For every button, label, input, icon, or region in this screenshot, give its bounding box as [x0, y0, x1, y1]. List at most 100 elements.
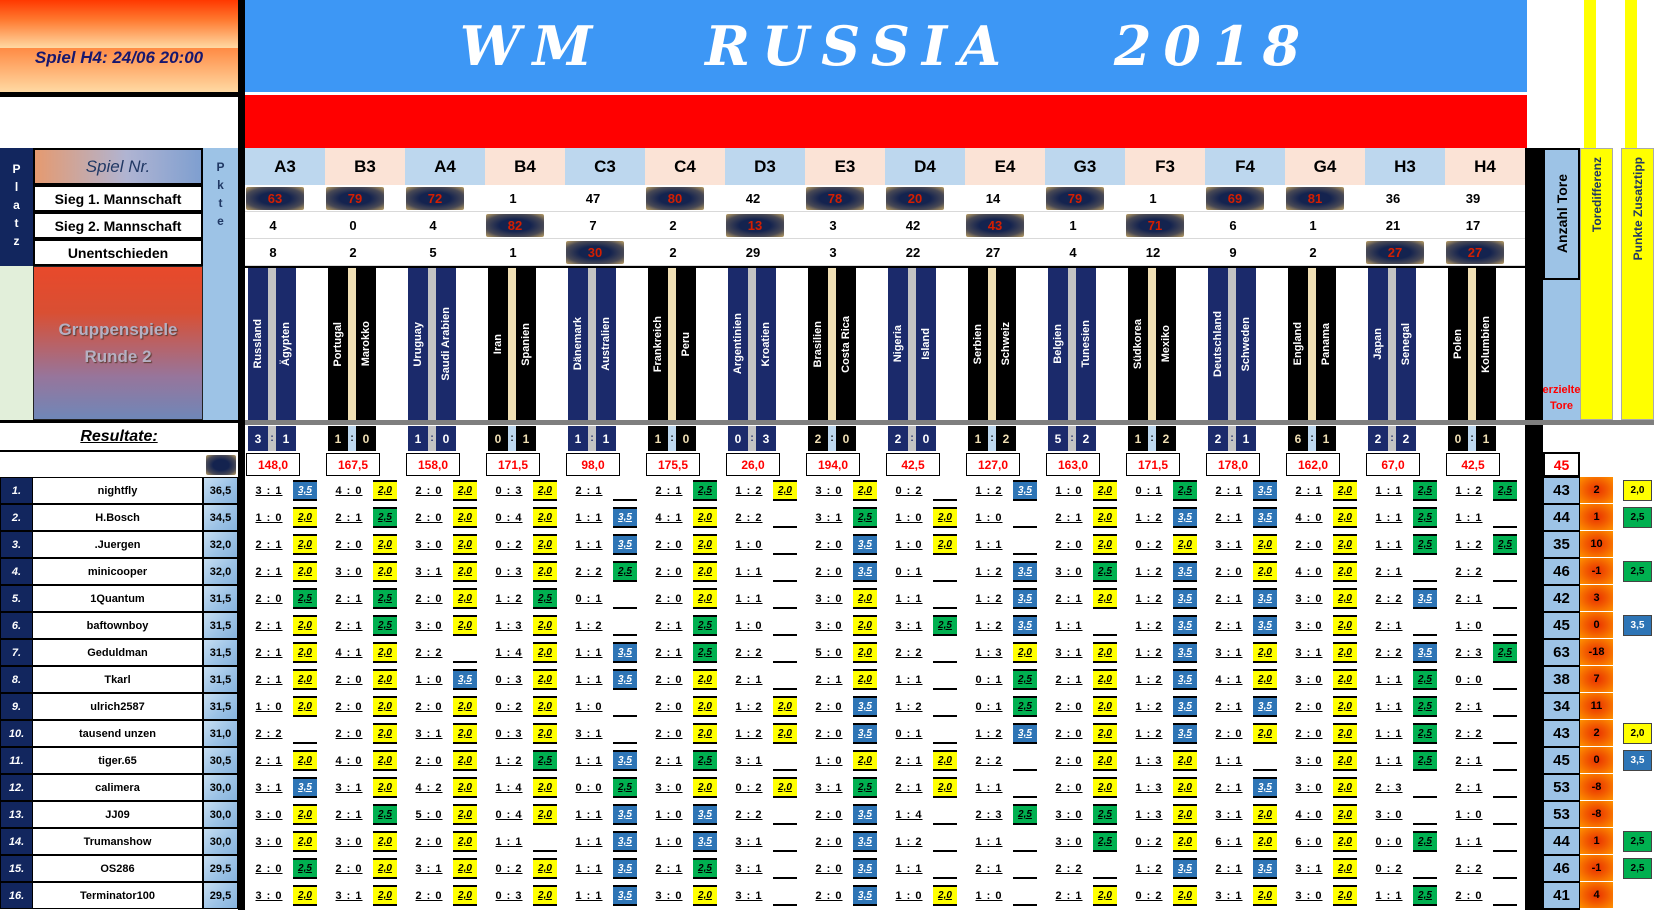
pick-score[interactable]: 1 : 0 [975, 889, 1003, 902]
pick-score[interactable]: 1 : 1 [1455, 835, 1483, 848]
pick-score[interactable]: 1 : 1 [895, 862, 923, 875]
pick-score[interactable]: 2 : 0 [655, 700, 683, 713]
pick-score[interactable]: 0 : 3 [495, 673, 523, 686]
pick-score[interactable]: 3 : 0 [1295, 673, 1323, 686]
pick-score[interactable]: 2 : 0 [815, 835, 843, 848]
pick-score[interactable]: 1 : 2 [1135, 646, 1163, 659]
pick-score[interactable]: 0 : 1 [975, 700, 1003, 713]
pick-score[interactable]: 2 : 0 [815, 727, 843, 740]
pick-score[interactable]: 2 : 2 [415, 646, 443, 659]
pick-score[interactable]: 1 : 1 [1455, 511, 1483, 524]
pick-score[interactable]: 4 : 1 [335, 646, 363, 659]
pick-score[interactable]: 3 : 0 [815, 592, 843, 605]
pick-score[interactable]: 2 : 0 [655, 565, 683, 578]
pick-score[interactable]: 1 : 2 [1135, 592, 1163, 605]
pick-score[interactable]: 1 : 1 [1215, 754, 1243, 767]
pick-score[interactable]: 2 : 1 [255, 619, 283, 632]
pick-score[interactable]: 3 : 1 [895, 619, 923, 632]
pick-score[interactable]: 0 : 4 [495, 511, 523, 524]
pick-score[interactable]: 3 : 0 [255, 808, 283, 821]
pick-score[interactable]: 2 : 2 [1455, 727, 1483, 740]
pick-score[interactable]: 2 : 1 [1055, 889, 1083, 902]
pick-score[interactable]: 1 : 1 [975, 835, 1003, 848]
pick-score[interactable]: 3 : 0 [415, 619, 443, 632]
pick-score[interactable]: 2 : 0 [335, 700, 363, 713]
pick-score[interactable]: 2 : 3 [975, 808, 1003, 821]
pick-score[interactable]: 3 : 0 [1295, 889, 1323, 902]
pick-score[interactable]: 6 : 0 [1295, 835, 1323, 848]
pick-score[interactable]: 1 : 2 [1135, 862, 1163, 875]
pick-score[interactable]: 1 : 1 [975, 538, 1003, 551]
pick-score[interactable]: 1 : 2 [1455, 538, 1483, 551]
pick-score[interactable]: 3 : 1 [335, 781, 363, 794]
pick-score[interactable]: 2 : 1 [655, 646, 683, 659]
pick-score[interactable]: 0 : 3 [495, 565, 523, 578]
pick-score[interactable]: 1 : 1 [1375, 673, 1403, 686]
pick-score[interactable]: 2 : 0 [255, 862, 283, 875]
pick-score[interactable]: 3 : 1 [415, 727, 443, 740]
pick-score[interactable]: 2 : 1 [335, 808, 363, 821]
pick-score[interactable]: 1 : 2 [495, 754, 523, 767]
pick-score[interactable]: 3 : 1 [735, 862, 763, 875]
pick-score[interactable]: 2 : 0 [655, 727, 683, 740]
pick-score[interactable]: 0 : 2 [1375, 862, 1403, 875]
pick-score[interactable]: 4 : 2 [415, 781, 443, 794]
pick-score[interactable]: 2 : 1 [255, 673, 283, 686]
pick-score[interactable]: 1 : 0 [1455, 808, 1483, 821]
pick-score[interactable]: 1 : 1 [575, 808, 603, 821]
pick-score[interactable]: 1 : 3 [1135, 808, 1163, 821]
pick-score[interactable]: 1 : 1 [1375, 727, 1403, 740]
pick-score[interactable]: 2 : 3 [1375, 781, 1403, 794]
pick-score[interactable]: 3 : 0 [1295, 754, 1323, 767]
pick-score[interactable]: 1 : 1 [1375, 700, 1403, 713]
pick-score[interactable]: 2 : 2 [735, 646, 763, 659]
pick-score[interactable]: 3 : 1 [1215, 646, 1243, 659]
pick-score[interactable]: 2 : 0 [815, 808, 843, 821]
pick-score[interactable]: 2 : 0 [415, 835, 443, 848]
pick-score[interactable]: 2 : 0 [335, 727, 363, 740]
pick-score[interactable]: 1 : 1 [975, 781, 1003, 794]
pick-score[interactable]: 2 : 1 [1055, 592, 1083, 605]
pick-score[interactable]: 3 : 0 [815, 619, 843, 632]
pick-score[interactable]: 1 : 0 [415, 673, 443, 686]
pick-score[interactable]: 2 : 1 [1455, 700, 1483, 713]
pick-score[interactable]: 3 : 1 [1295, 862, 1323, 875]
pick-score[interactable]: 2 : 1 [655, 619, 683, 632]
pick-score[interactable]: 0 : 2 [1135, 889, 1163, 902]
pick-score[interactable]: 1 : 2 [975, 592, 1003, 605]
pick-score[interactable]: 2 : 0 [1055, 538, 1083, 551]
pick-score[interactable]: 1 : 1 [1375, 754, 1403, 767]
pick-score[interactable]: 1 : 2 [495, 592, 523, 605]
pick-score[interactable]: 2 : 0 [815, 889, 843, 902]
pick-score[interactable]: 2 : 0 [815, 538, 843, 551]
pick-score[interactable]: 1 : 0 [655, 835, 683, 848]
pick-score[interactable]: 3 : 0 [335, 835, 363, 848]
pick-score[interactable]: 1 : 2 [735, 484, 763, 497]
pick-score[interactable]: 0 : 3 [495, 727, 523, 740]
pick-score[interactable]: 2 : 1 [655, 862, 683, 875]
pick-score[interactable]: 1 : 3 [1135, 781, 1163, 794]
pick-score[interactable]: 3 : 1 [255, 484, 283, 497]
pick-score[interactable]: 5 : 0 [815, 646, 843, 659]
pick-score[interactable]: 2 : 1 [735, 673, 763, 686]
pick-score[interactable]: 2 : 0 [1295, 538, 1323, 551]
pick-score[interactable]: 1 : 1 [575, 835, 603, 848]
pick-score[interactable]: 2 : 2 [575, 565, 603, 578]
pick-score[interactable]: 1 : 2 [735, 727, 763, 740]
pick-score[interactable]: 1 : 0 [735, 619, 763, 632]
pick-score[interactable]: 1 : 1 [1375, 484, 1403, 497]
pick-score[interactable]: 2 : 1 [335, 511, 363, 524]
pick-score[interactable]: 1 : 3 [1135, 754, 1163, 767]
pick-score[interactable]: 2 : 2 [1455, 565, 1483, 578]
pick-score[interactable]: 2 : 1 [1375, 565, 1403, 578]
pick-score[interactable]: 3 : 1 [815, 781, 843, 794]
pick-score[interactable]: 1 : 2 [1455, 484, 1483, 497]
pick-score[interactable]: 2 : 1 [1215, 862, 1243, 875]
pick-score[interactable]: 3 : 0 [1295, 781, 1323, 794]
pick-score[interactable]: 1 : 0 [815, 754, 843, 767]
pick-score[interactable]: 3 : 0 [1295, 592, 1323, 605]
pick-score[interactable]: 1 : 2 [1135, 619, 1163, 632]
pick-score[interactable]: 2 : 2 [255, 727, 283, 740]
pick-score[interactable]: 1 : 0 [895, 511, 923, 524]
pick-score[interactable]: 0 : 2 [495, 538, 523, 551]
